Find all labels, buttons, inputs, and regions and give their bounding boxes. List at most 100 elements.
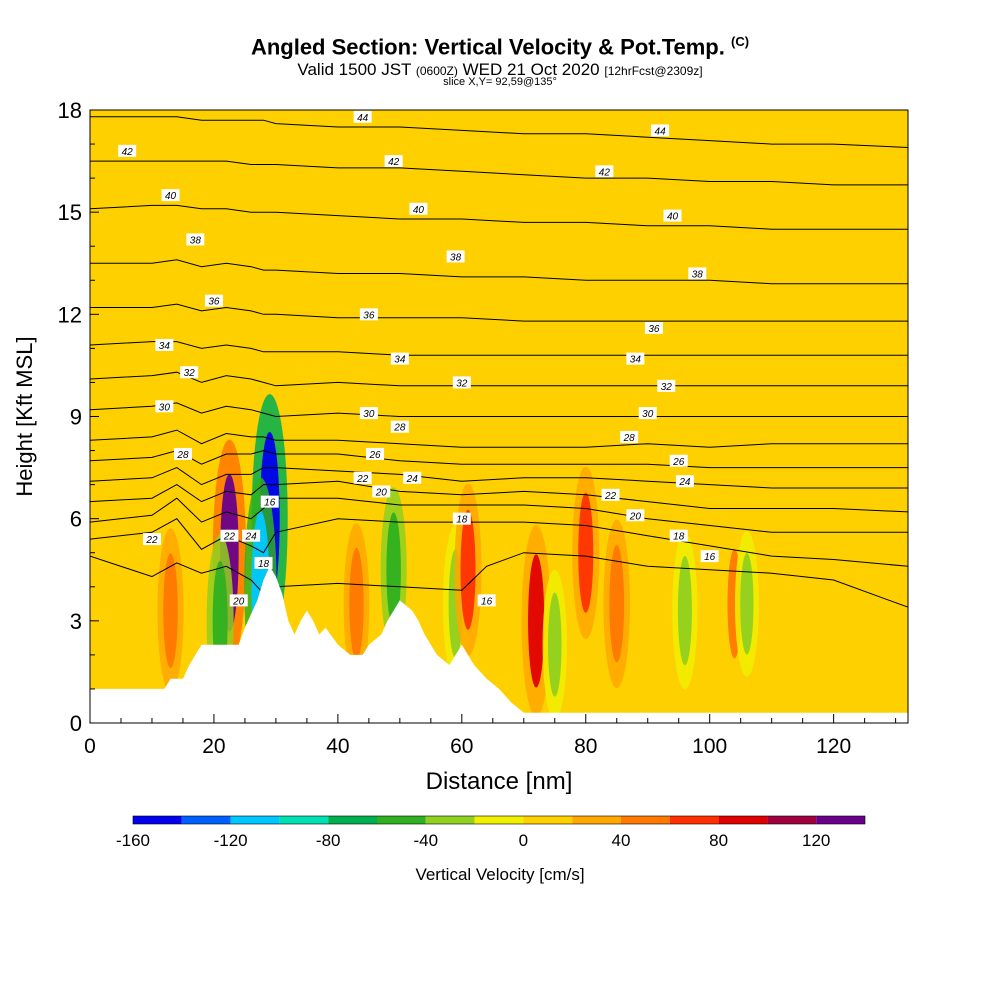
isentrope-label-bg — [118, 144, 137, 157]
isentrope-label-text: 22 — [223, 532, 236, 543]
colorbar-tick-label: -160 — [116, 831, 150, 850]
isentrope-label-bg — [204, 294, 223, 307]
isentrope-label-text: 18 — [456, 515, 468, 526]
isentrope-label-bg — [155, 338, 174, 351]
isentrope-label-text: 40 — [667, 212, 679, 223]
colorbar-swatch — [425, 816, 475, 824]
isentrope-line — [90, 160, 908, 186]
isentrope-label-bg — [651, 124, 670, 137]
isentrope-label: 40 — [161, 189, 180, 202]
y-tick-label: 18 — [58, 98, 82, 123]
isentrope-label-bg — [260, 495, 279, 508]
colorbar-swatch — [572, 816, 621, 824]
y-tick-label: 9 — [70, 405, 82, 430]
isentrope-label-text: 20 — [629, 511, 642, 522]
isentrope-label: 40 — [409, 202, 428, 216]
isentrope-label-bg — [403, 471, 422, 484]
velocity-cell — [609, 545, 625, 663]
y-axis-label: Height [Kft MSL] — [12, 336, 37, 496]
isentrope-label-text: 44 — [655, 126, 667, 137]
colorbar-swatch — [767, 816, 817, 824]
isentrope-label: 22 — [601, 488, 620, 502]
colorbar-tick-label: -80 — [316, 831, 341, 850]
isentrope-label-bg — [180, 366, 199, 379]
isentrope-label-text: 24 — [406, 474, 419, 485]
isentrope-label: 34 — [155, 338, 174, 352]
isentrope-label-text: 16 — [264, 498, 276, 509]
colorbar-tick-label: -120 — [214, 831, 248, 850]
isentrope-label-bg — [688, 267, 707, 280]
colorbar-swatch — [279, 816, 329, 824]
isentrope-label-bg — [452, 376, 471, 389]
isentrope-label: 22 — [142, 533, 161, 546]
isentrope-label: 38 — [446, 250, 465, 263]
isentrope-label-bg — [254, 556, 273, 569]
isentrope-label-text: 28 — [393, 423, 406, 434]
isentrope-label: 18 — [452, 512, 471, 526]
isentrope-label-text: 32 — [456, 378, 468, 389]
isentrope-label: 38 — [688, 267, 707, 280]
isentrope-label-bg — [477, 594, 496, 607]
isentrope-line — [90, 341, 908, 356]
isentrope-label-bg — [186, 233, 205, 246]
isentrope-label: 42 — [595, 165, 614, 178]
colorbar-swatch — [328, 816, 377, 824]
isentrope-label: 24 — [403, 471, 422, 485]
isentrope-label-bg — [669, 454, 688, 467]
isentrope-label: 42 — [118, 144, 137, 158]
isentrope-label: 26 — [366, 447, 385, 461]
isentrope-label: 16 — [260, 495, 279, 509]
isentrope-label-text: 34 — [394, 355, 406, 366]
colorbar-swatch — [133, 816, 182, 824]
colorbar-tick-label: 0 — [519, 831, 528, 850]
velocity-cell — [163, 553, 178, 668]
colorbar-swatch — [621, 816, 670, 824]
isentrope-label-text: 42 — [599, 167, 611, 178]
isentrope-label: 22 — [353, 471, 372, 485]
isentrope-label: 20 — [626, 509, 645, 522]
isentrope-line — [90, 518, 908, 567]
x-tick-label: 60 — [450, 735, 473, 758]
isentrope-label-text: 36 — [648, 324, 660, 335]
isentrope-label-text: 40 — [413, 205, 425, 216]
colorbar-swatch — [181, 816, 231, 824]
isentrope-label-bg — [173, 447, 192, 460]
isentrope-label: 24 — [675, 475, 694, 488]
isentrope-label: 30 — [638, 407, 657, 420]
isentrope-label-bg — [353, 110, 372, 123]
isentrope-label: 16 — [477, 594, 496, 607]
isentrope-label: 30 — [359, 407, 378, 420]
isentrope-label: 30 — [155, 400, 174, 413]
isentrope-label: 20 — [229, 594, 248, 607]
velocity-cell — [740, 553, 754, 655]
terrain — [90, 566, 908, 723]
isentrope-label: 42 — [384, 155, 403, 168]
isentrope-label-bg — [161, 189, 180, 202]
isentrope-label-bg — [669, 529, 688, 542]
plot-area: 44 44 42 42 42 40 40 40 38 38 38 36 36 36 34 34 34 32 32 32… — [90, 110, 908, 723]
isentrope-label: 36 — [644, 321, 663, 335]
isentrope-label-text: 42 — [388, 157, 400, 168]
isentrope-label: 24 — [242, 529, 261, 543]
isentrope-label-text: 22 — [604, 491, 617, 502]
isentrope-label-text: 18 — [673, 532, 685, 543]
isentrope-label-text: 18 — [258, 559, 270, 570]
isentrope-label-text: 40 — [165, 191, 177, 202]
isentrope-label-text: 20 — [375, 487, 388, 498]
isentrope-label: 20 — [372, 485, 391, 498]
isentrope-label-bg — [155, 400, 174, 413]
x-tick-label: 100 — [692, 735, 727, 758]
isentrope-label-text: 26 — [368, 450, 381, 461]
isentrope-label-bg — [229, 594, 248, 607]
isentrope-label-bg — [242, 529, 261, 542]
isentrope-label-bg — [601, 488, 620, 501]
isentrope-label-bg — [638, 407, 657, 420]
isentrope-line — [90, 552, 908, 608]
isentrope-label: 26 — [669, 454, 688, 468]
isentrope-label-bg — [372, 485, 391, 498]
y-tick-label: 0 — [70, 711, 82, 736]
isentrope-label-text: 42 — [122, 147, 134, 158]
isentrope-label: 34 — [626, 352, 645, 366]
isentrope-label-text: 22 — [356, 474, 369, 485]
